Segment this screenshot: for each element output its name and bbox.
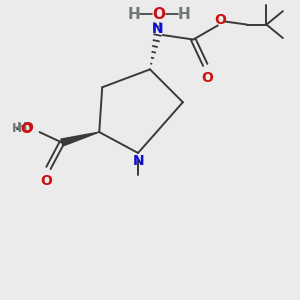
Text: H: H [178,7,191,22]
Text: N: N [133,154,145,169]
Text: O: O [152,7,166,22]
Text: H: H [17,121,28,134]
Polygon shape [61,132,99,146]
Text: O: O [40,175,52,188]
Text: H: H [12,122,22,135]
Text: H: H [127,7,140,22]
Text: O: O [201,71,213,85]
Text: O: O [214,13,226,27]
Text: O: O [20,122,32,136]
Text: H: H [152,20,163,34]
Text: N: N [152,22,163,36]
Text: O: O [21,121,33,135]
